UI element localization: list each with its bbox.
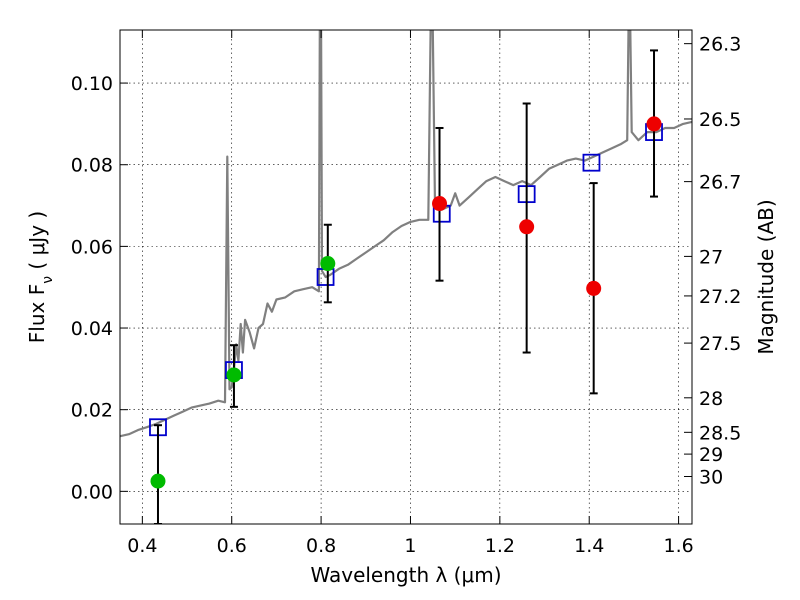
detection-marker bbox=[586, 280, 602, 296]
x-tick-label: 1.4 bbox=[574, 535, 604, 557]
detection-marker bbox=[432, 196, 448, 212]
detection-marker bbox=[226, 367, 242, 383]
y-tick-label: 0.04 bbox=[71, 318, 113, 340]
detection-marker bbox=[646, 116, 662, 132]
x-tick-label: 1 bbox=[404, 535, 416, 557]
plot-frame bbox=[119, 29, 693, 525]
y-tick-label: 0.00 bbox=[71, 481, 113, 503]
y-axis-label-main: Flux F bbox=[25, 284, 49, 343]
mag-tick-label: 26.7 bbox=[699, 172, 741, 194]
mag-tick-label: 27.5 bbox=[699, 333, 741, 355]
mag-tick-label: 30 bbox=[699, 467, 723, 489]
mag-tick-label: 28 bbox=[699, 388, 723, 410]
x-tick-label: 0.8 bbox=[306, 535, 336, 557]
detection-marker bbox=[519, 219, 535, 235]
x-tick-label: 0.4 bbox=[127, 535, 157, 557]
spectrum-line bbox=[120, 30, 692, 438]
plot-background bbox=[120, 30, 692, 524]
x-axis-label: Wavelength λ (μm) bbox=[310, 563, 501, 587]
y-axis-label: Flux Fν ( μJy ) bbox=[25, 211, 56, 343]
y-axis-label-subscript: ν bbox=[40, 276, 56, 284]
x-tick-label: 0.6 bbox=[217, 535, 247, 557]
y-tick-label: 0.10 bbox=[71, 73, 113, 95]
mag-tick-label: 26.3 bbox=[699, 34, 741, 56]
mag-tick-label: 29 bbox=[699, 444, 723, 466]
axis-ticks: 0.4 0.6 0.8 1 1.2 1.4 1.6 0.00 0.02 0.04 0.06 0.08 0… bbox=[71, 30, 741, 557]
detection-marker bbox=[320, 256, 336, 272]
mag-tick-label: 26.5 bbox=[699, 109, 741, 131]
y-tick-label: 0.08 bbox=[71, 155, 113, 177]
detection-marker bbox=[150, 473, 166, 489]
y-axis-label-unit: ( μJy ) bbox=[25, 211, 49, 276]
y2-axis-label: Magnitude (AB) bbox=[754, 199, 778, 354]
mag-tick-label: 28.5 bbox=[699, 422, 741, 444]
mag-tick-label: 27 bbox=[699, 246, 723, 268]
mag-tick-label: 27.2 bbox=[699, 286, 741, 308]
data-layer bbox=[120, 30, 692, 524]
model-photometry-marker bbox=[582, 153, 601, 172]
y-tick-label: 0.06 bbox=[71, 236, 113, 258]
x-tick-label: 1.6 bbox=[663, 535, 693, 557]
y-tick-label: 0.02 bbox=[71, 400, 113, 422]
x-tick-label: 1.2 bbox=[485, 535, 515, 557]
